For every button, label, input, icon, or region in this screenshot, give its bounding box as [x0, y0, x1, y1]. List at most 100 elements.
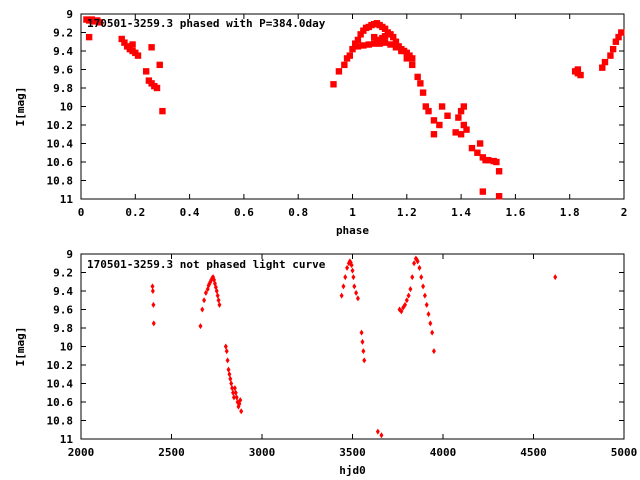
data-point: [387, 41, 394, 48]
y-tick-label: 10.8: [47, 415, 74, 428]
data-point: [339, 292, 344, 299]
data-point: [476, 140, 484, 147]
data-point: [225, 357, 230, 364]
data-point: [493, 158, 500, 166]
data-point: [406, 292, 411, 299]
y-tick-label: 10.2: [47, 359, 74, 372]
data-point: [96, 19, 104, 26]
data-point: [419, 274, 424, 281]
data-point: [404, 297, 409, 304]
data-point: [379, 432, 384, 439]
y-tick-label: 10.8: [47, 175, 74, 188]
data-point: [341, 61, 348, 69]
data-point: [607, 52, 614, 59]
x-axis-label: hjd0: [339, 464, 366, 477]
y-tick-label: 10.4: [47, 138, 74, 151]
data-point: [485, 156, 492, 164]
data-point: [330, 81, 337, 88]
data-point: [553, 274, 558, 281]
data-point: [408, 286, 413, 293]
data-point: [217, 301, 222, 308]
x-tick-label: 2000: [68, 446, 95, 459]
data-point: [230, 385, 235, 392]
data-point: [359, 329, 364, 336]
data-point: [438, 103, 446, 110]
data-point: [419, 89, 427, 96]
data-point: [417, 80, 424, 87]
data-point: [238, 397, 243, 404]
data-point: [609, 45, 617, 53]
x-tick-label: 1.4: [451, 206, 471, 219]
data-point: [362, 357, 367, 364]
data-point: [460, 103, 468, 110]
x-tick-label: 2: [621, 206, 628, 219]
x-tick-label: 3500: [339, 446, 366, 459]
data-point: [430, 329, 435, 336]
data-point: [223, 343, 228, 350]
data-point: [444, 112, 451, 119]
data-point: [151, 301, 156, 308]
chart-2: 2000 2500 3000 3500 4000 4500 5000 9 9.2 9.4 9.6 9.…: [14, 248, 637, 477]
x-tick-label: 2500: [158, 446, 185, 459]
y-tick-label: 10: [60, 341, 73, 354]
data-point: [390, 33, 397, 41]
data-point: [345, 264, 350, 271]
data-point: [410, 274, 415, 281]
y-tick-label: 9.2: [53, 267, 73, 280]
data-point: [601, 58, 609, 66]
data-point: [409, 61, 416, 69]
data-point: [425, 107, 432, 115]
data-point: [341, 283, 346, 290]
data-point: [226, 366, 231, 373]
x-tick-label: 0.2: [125, 206, 145, 219]
data-point: [354, 289, 359, 296]
data-point: [376, 38, 383, 45]
x-tick-label: 1.2: [397, 206, 417, 219]
data-point: [351, 274, 356, 281]
data-point: [360, 42, 367, 49]
data-point: [200, 306, 205, 313]
data-point: [422, 292, 427, 299]
data-point: [360, 338, 365, 345]
data-point: [392, 38, 400, 45]
data-point: [431, 348, 436, 355]
data-point: [346, 52, 353, 59]
data-point: [121, 39, 128, 46]
data-point: [335, 68, 343, 75]
data-point: [398, 47, 405, 55]
data-point: [150, 288, 155, 294]
data-point: [381, 33, 389, 40]
data-point: [495, 193, 503, 200]
data-point: [463, 126, 470, 133]
series-1: [150, 255, 558, 439]
data-point: [231, 389, 236, 396]
x-tick-label: 1.8: [560, 206, 580, 219]
data-point: [403, 55, 410, 62]
data-point: [426, 311, 431, 318]
data-point: [468, 144, 476, 152]
data-point: [415, 258, 420, 265]
data-point: [457, 131, 465, 138]
data-point: [134, 52, 142, 59]
data-point: [452, 129, 459, 136]
y-tick-label: 10.2: [47, 119, 74, 132]
x-tick-label: 0.6: [234, 206, 254, 219]
data-point: [421, 283, 426, 290]
x-axis-label: phase: [336, 224, 369, 237]
chart-title: 170501-3259.3 phased with P=384.0day: [87, 17, 326, 30]
data-point: [577, 71, 584, 79]
data-point: [399, 308, 404, 315]
data-point: [479, 188, 487, 195]
x-tick-label: 1.6: [505, 206, 525, 219]
data-point: [232, 385, 237, 392]
data-point: [457, 107, 465, 115]
y-tick-label: 9.6: [53, 304, 73, 317]
data-point: [151, 320, 156, 327]
data-point: [229, 380, 234, 387]
y-tick-label: 9.8: [53, 82, 73, 95]
data-point: [392, 44, 400, 51]
data-point: [599, 64, 606, 71]
y-tick-label: 9.6: [53, 64, 73, 77]
data-point: [224, 348, 229, 355]
